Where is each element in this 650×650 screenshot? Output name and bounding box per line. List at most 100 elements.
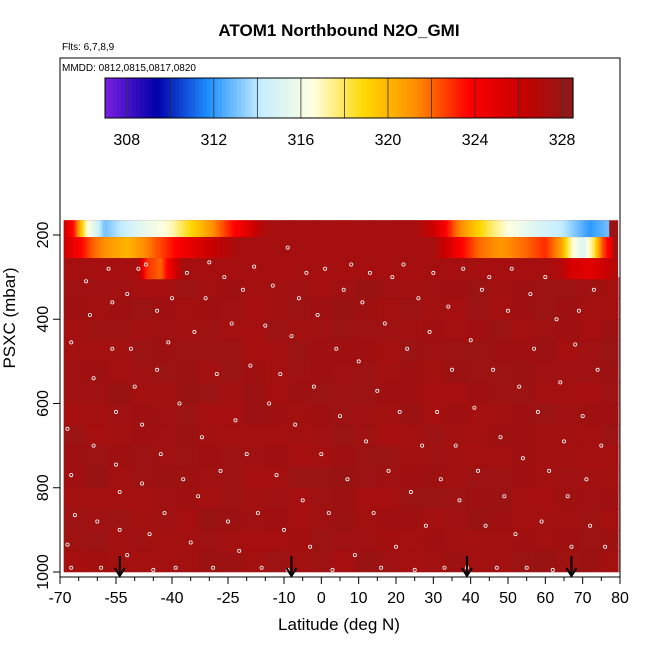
field-band-cell <box>371 220 374 238</box>
field-band-cell <box>433 258 436 280</box>
field-cell <box>422 340 446 362</box>
field-band-cell <box>239 258 242 280</box>
field-cell <box>578 550 602 573</box>
sample-point <box>423 523 428 528</box>
field-cell <box>556 466 580 489</box>
field-band-cell <box>192 237 195 259</box>
field-cell <box>153 529 177 552</box>
dates-label: MMDD: 0812,0815,0817,0820 <box>62 63 196 74</box>
x-tick-label: 50 <box>499 590 517 607</box>
field-band-cell <box>213 258 216 280</box>
field-band-cell <box>306 237 309 259</box>
colorbar-tick-label: 316 <box>288 132 315 149</box>
sample-point <box>371 510 376 515</box>
field-band-cell <box>190 258 193 280</box>
colorbar-swatch <box>561 78 566 118</box>
field-band-cell <box>289 237 292 259</box>
field-band-cell <box>405 258 408 280</box>
sample-point <box>184 270 189 275</box>
field-band-cell <box>134 220 137 238</box>
field-band-cell <box>605 220 608 238</box>
colorbar-swatch <box>417 78 422 118</box>
field-band-cell <box>222 237 225 259</box>
colorbar-swatch <box>467 78 473 118</box>
field-band-cell <box>590 220 593 238</box>
field-cell <box>578 340 602 362</box>
sample-point <box>532 346 537 351</box>
field-band-cell <box>312 258 315 280</box>
field-cell <box>534 487 558 510</box>
field-band-cell <box>140 237 143 259</box>
field-band-cell <box>508 220 511 238</box>
field-cell <box>354 529 378 552</box>
flight-arrows <box>113 556 578 578</box>
field-band-cell <box>610 237 613 259</box>
field-band-cell <box>509 237 513 259</box>
field-band-cell <box>207 220 210 238</box>
field-band-cell <box>114 237 117 259</box>
field-band-cell <box>295 220 298 238</box>
field-cell <box>108 508 132 531</box>
field-band-cell <box>493 237 496 259</box>
colorbar-swatch <box>541 78 547 118</box>
field-cell <box>198 487 222 510</box>
field-band-cell <box>599 237 602 259</box>
sample-point <box>513 532 518 537</box>
field-band-cell <box>222 258 225 280</box>
field-band-cell <box>265 258 268 280</box>
field-band-cell <box>304 258 307 280</box>
field-cell <box>601 361 620 383</box>
field-band-cell <box>437 258 440 280</box>
field-band-cell <box>117 258 121 280</box>
field-band-cell <box>502 220 505 238</box>
field-band-cell <box>373 258 376 280</box>
sample-point <box>203 296 208 301</box>
field-band-cell <box>108 220 111 238</box>
field-band-cell <box>153 237 156 259</box>
field-cell <box>198 466 222 489</box>
field-band-cell <box>282 220 285 238</box>
field-band-cell <box>522 237 526 259</box>
field-band-cell <box>381 258 384 280</box>
field-cell <box>489 403 513 426</box>
field-band-cell <box>392 237 395 259</box>
field-band-cell <box>198 220 201 238</box>
field-cell <box>399 508 423 531</box>
field-band-cell <box>564 258 567 280</box>
field-band-cell <box>315 220 318 238</box>
field-band-cell <box>282 237 285 259</box>
field-band-cell <box>315 258 318 280</box>
field-band-cell <box>470 237 473 259</box>
field-band-cell <box>259 237 262 259</box>
field-band-cell <box>450 220 453 238</box>
field-band-cell <box>470 258 473 280</box>
field-band-cell <box>541 258 544 280</box>
field-cell <box>332 445 356 468</box>
sample-point <box>95 519 100 524</box>
field-band-cell <box>313 220 317 238</box>
field-band-cell <box>226 237 229 259</box>
field-band-cell <box>414 220 417 238</box>
field-cell <box>534 508 558 531</box>
field-band-cell <box>364 258 367 280</box>
arrow-head <box>285 567 298 578</box>
colorbar-swatch <box>444 78 449 118</box>
field-band-cell <box>254 237 257 259</box>
field-band-cell <box>524 220 528 238</box>
field-band-cell <box>500 220 503 238</box>
field-band-cell <box>601 220 604 238</box>
field-band-cell <box>259 258 262 280</box>
field-band-cell <box>526 237 529 259</box>
field-cell <box>422 508 446 531</box>
field-band-cell <box>549 237 552 259</box>
field-band-cell <box>416 258 419 280</box>
sample-point <box>565 494 570 499</box>
field-cell <box>556 277 580 299</box>
field-band-cell <box>388 258 391 280</box>
field-band-cell <box>200 237 203 259</box>
field-cell <box>130 424 154 447</box>
field-cell <box>534 277 558 299</box>
field-band-cell <box>379 220 382 238</box>
field-band-cell <box>200 258 203 280</box>
field-cell <box>377 340 401 362</box>
